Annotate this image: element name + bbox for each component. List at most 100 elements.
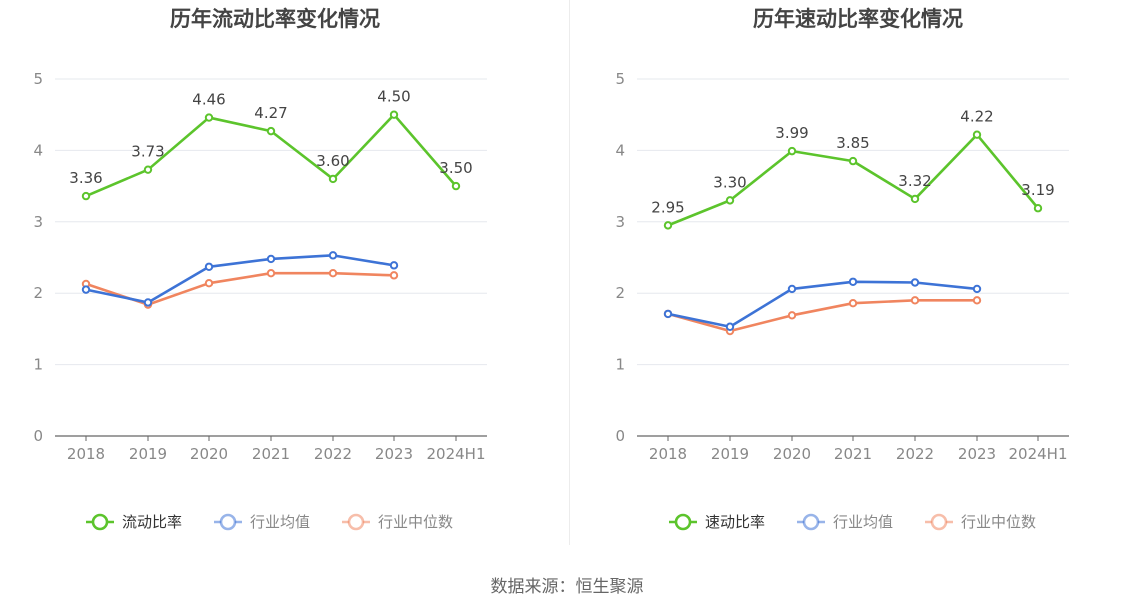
- data-point[interactable]: [143, 298, 153, 307]
- data-point[interactable]: [204, 279, 214, 288]
- x-tick-label: 2019: [711, 445, 749, 463]
- legend-marker: [930, 513, 948, 531]
- data-point[interactable]: [848, 156, 858, 166]
- chart-panel-2: 历年速动比率变化情况 0 1 2 3 4 5 2018 2019 2020 2021 2022 2023…: [615, 7, 1069, 531]
- y-tick-label: 2: [615, 284, 625, 302]
- y-tick-label: 4: [33, 141, 43, 159]
- x-tick-label: 2019: [129, 445, 167, 463]
- data-point[interactable]: [81, 285, 91, 294]
- data-point[interactable]: [143, 165, 153, 174]
- legend-marker: [802, 513, 820, 531]
- legend-item-3[interactable]: 行业中位数: [925, 513, 1036, 531]
- data-point[interactable]: [725, 196, 735, 205]
- data-label: 3.73: [131, 143, 164, 161]
- x-tick-label: 2023: [375, 445, 413, 463]
- data-point[interactable]: [787, 311, 797, 320]
- data-label: 3.32: [898, 172, 931, 190]
- series-line-2: [85, 254, 395, 304]
- legend-label: 行业均值: [250, 513, 310, 531]
- data-point[interactable]: [787, 284, 797, 294]
- data-label: 3.30: [713, 173, 746, 191]
- data-label: 4.50: [377, 88, 410, 106]
- data-point[interactable]: [972, 296, 982, 305]
- data-point[interactable]: [328, 174, 338, 184]
- chart-panel-1: 历年流动比率变化情况 0 1 2 3 4 5 2018 2019 2020 2021 2022 2023…: [33, 7, 487, 531]
- x-tick-label: 2022: [314, 445, 352, 463]
- data-point[interactable]: [266, 126, 276, 136]
- data-point[interactable]: [81, 191, 91, 201]
- data-point[interactable]: [910, 194, 920, 204]
- data-point[interactable]: [910, 278, 920, 287]
- charts-canvas: 历年流动比率变化情况 0 1 2 3 4 5 2018 2019 2020 2021 2022 2023…: [33, 7, 1069, 531]
- x-tick-label: 2020: [773, 445, 811, 463]
- y-tick-label: 3: [33, 213, 43, 231]
- data-point[interactable]: [663, 221, 673, 230]
- legend-marker: [219, 513, 237, 531]
- x-tick-label: 2024H1: [1009, 445, 1068, 463]
- legend-marker: [347, 513, 365, 531]
- data-label: 3.19: [1021, 181, 1054, 199]
- y-tick-label: 1: [615, 356, 625, 374]
- y-tick-label: 1: [33, 356, 43, 374]
- data-point[interactable]: [725, 322, 735, 331]
- legend-label: 流动比率: [122, 513, 182, 531]
- data-point[interactable]: [451, 181, 461, 191]
- data-point[interactable]: [972, 130, 982, 139]
- data-label: 4.27: [254, 104, 287, 122]
- x-tick-label: 2021: [834, 445, 872, 463]
- x-tick-label: 2022: [896, 445, 934, 463]
- y-tick-label: 3: [615, 213, 625, 231]
- y-tick-label: 5: [33, 70, 43, 88]
- data-label: 3.50: [439, 159, 472, 177]
- legend-item-1[interactable]: 流动比率: [86, 513, 182, 531]
- series-line-2: [667, 280, 978, 329]
- data-point[interactable]: [328, 269, 338, 278]
- data-point[interactable]: [910, 296, 920, 305]
- data-label: 2.95: [651, 198, 684, 216]
- legend-item-2[interactable]: 行业均值: [214, 513, 310, 531]
- y-tick-label: 2: [33, 284, 43, 302]
- data-label: 3.36: [69, 169, 102, 187]
- legend-marker: [674, 513, 692, 531]
- x-tick-label: 2020: [190, 445, 228, 463]
- data-point[interactable]: [328, 251, 338, 260]
- x-tick-label: 2018: [67, 445, 105, 463]
- y-tick-label: 5: [615, 70, 625, 88]
- legend-item-3[interactable]: 行业中位数: [342, 513, 453, 531]
- data-point[interactable]: [663, 309, 673, 319]
- y-tick-label: 0: [615, 427, 625, 445]
- data-point[interactable]: [1033, 204, 1043, 213]
- legend-label: 行业中位数: [961, 513, 1036, 531]
- data-point[interactable]: [389, 110, 399, 119]
- data-label: 4.46: [192, 91, 225, 109]
- legend-label: 行业均值: [833, 513, 893, 531]
- data-point[interactable]: [972, 284, 982, 294]
- legend-item-2[interactable]: 行业均值: [797, 513, 893, 531]
- x-tick-label: 2023: [958, 445, 996, 463]
- panel-divider: [569, 0, 570, 545]
- data-label: 3.85: [836, 134, 869, 152]
- y-tick-label: 4: [615, 141, 625, 159]
- data-point[interactable]: [389, 261, 399, 270]
- legend-label: 速动比率: [705, 513, 765, 531]
- data-point[interactable]: [848, 277, 858, 286]
- legend-item-1[interactable]: 速动比率: [669, 513, 765, 531]
- legend-label: 行业中位数: [378, 513, 453, 531]
- data-point[interactable]: [787, 146, 797, 156]
- data-point[interactable]: [389, 271, 399, 280]
- y-tick-label: 0: [33, 427, 43, 445]
- x-tick-label: 2018: [649, 445, 687, 463]
- chart-title: 历年流动比率变化情况: [170, 7, 380, 31]
- x-tick-label: 2024H1: [427, 445, 486, 463]
- data-point[interactable]: [204, 113, 214, 122]
- data-source-note: 数据来源：恒生聚源: [490, 577, 644, 597]
- data-point[interactable]: [204, 262, 214, 271]
- data-point[interactable]: [266, 254, 276, 264]
- data-point[interactable]: [848, 298, 858, 308]
- x-tick-label: 2021: [252, 445, 290, 463]
- series-line-3: [667, 299, 977, 333]
- data-point[interactable]: [266, 269, 276, 278]
- legend-marker: [91, 513, 109, 531]
- data-label: 3.60: [316, 152, 349, 170]
